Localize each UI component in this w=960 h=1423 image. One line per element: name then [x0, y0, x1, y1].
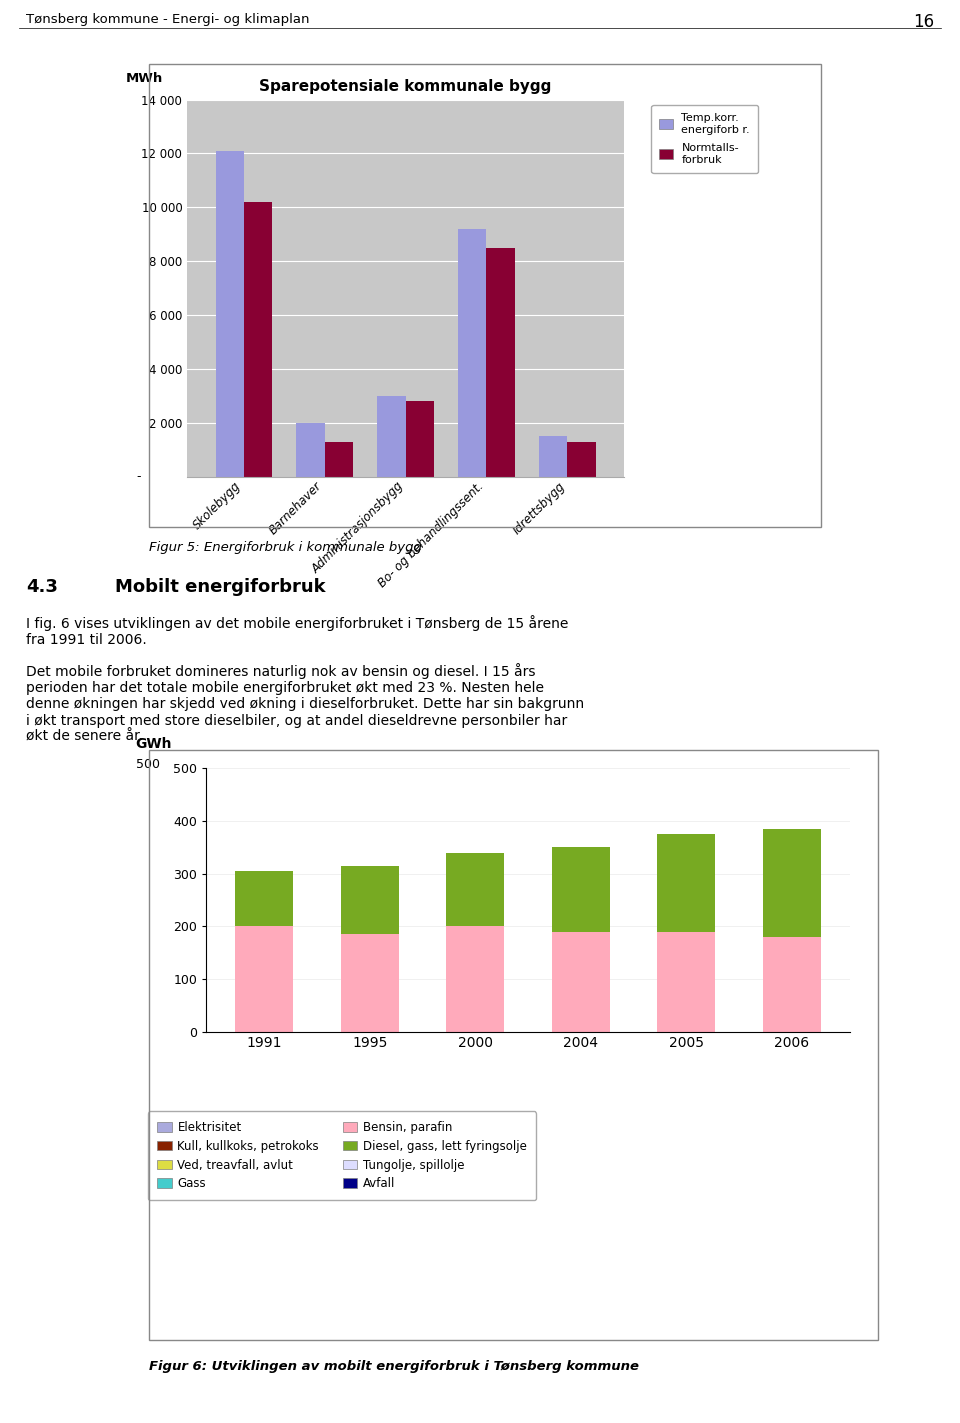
- Text: I fig. 6 vises utviklingen av det mobile energiforbruket i Tønsberg de 15 årene
: I fig. 6 vises utviklingen av det mobile…: [26, 615, 568, 647]
- Text: Det mobile forbruket domineres naturlig nok av bensin og diesel. I 15 års
period: Det mobile forbruket domineres naturlig …: [26, 663, 584, 744]
- Bar: [235, 871, 294, 926]
- Text: -: -: [137, 470, 141, 484]
- Legend: Elektrisitet, Kull, kullkoks, petrokoks, Ved, treavfall, avlut, Gass, Bensin, pa: Elektrisitet, Kull, kullkoks, petrokoks,…: [148, 1111, 536, 1200]
- Bar: [235, 926, 294, 1032]
- Legend: Temp.korr.
energiforb r., Normtalls-
forbruk: Temp.korr. energiforb r., Normtalls- for…: [652, 105, 757, 172]
- Bar: [341, 935, 398, 1032]
- Bar: [446, 852, 504, 926]
- Bar: [341, 865, 398, 935]
- Text: 4.3: 4.3: [26, 578, 58, 596]
- Text: MWh: MWh: [126, 71, 163, 84]
- Bar: [405, 401, 434, 477]
- Text: 500: 500: [135, 758, 159, 771]
- Bar: [458, 229, 487, 477]
- Bar: [324, 441, 353, 477]
- Text: Figur 5: Energiforbruk i kommunale bygg: Figur 5: Energiforbruk i kommunale bygg: [149, 541, 421, 554]
- Bar: [552, 847, 610, 932]
- Bar: [658, 932, 715, 1032]
- Text: Figur 6: Utviklingen av mobilt energiforbruk i Tønsberg kommune: Figur 6: Utviklingen av mobilt energifor…: [149, 1360, 638, 1373]
- Bar: [487, 248, 515, 477]
- Bar: [552, 932, 610, 1032]
- Text: GWh: GWh: [135, 737, 172, 751]
- Bar: [377, 396, 406, 477]
- Bar: [244, 202, 272, 477]
- Text: 16: 16: [913, 13, 934, 31]
- Bar: [540, 437, 567, 477]
- Bar: [762, 936, 821, 1032]
- Bar: [297, 423, 324, 477]
- Bar: [215, 151, 244, 477]
- Bar: [446, 926, 504, 1032]
- Bar: [762, 830, 821, 936]
- Bar: [567, 441, 596, 477]
- Bar: [658, 834, 715, 932]
- Text: Mobilt energiforbruk: Mobilt energiforbruk: [115, 578, 325, 596]
- Text: Tønsberg kommune - Energi- og klimaplan: Tønsberg kommune - Energi- og klimaplan: [26, 13, 309, 26]
- Title: Sparepotensiale kommunale bygg: Sparepotensiale kommunale bygg: [259, 80, 552, 94]
